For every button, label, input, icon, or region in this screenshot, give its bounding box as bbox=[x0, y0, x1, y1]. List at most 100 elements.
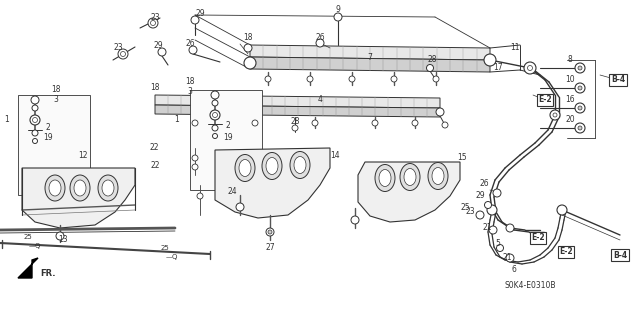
Circle shape bbox=[265, 76, 271, 82]
Text: 3: 3 bbox=[54, 94, 58, 103]
Ellipse shape bbox=[102, 180, 114, 196]
Circle shape bbox=[436, 108, 444, 116]
Text: 15: 15 bbox=[457, 153, 467, 162]
Polygon shape bbox=[358, 162, 460, 222]
Text: 22: 22 bbox=[149, 143, 159, 152]
Circle shape bbox=[550, 110, 560, 120]
Circle shape bbox=[212, 113, 218, 117]
Circle shape bbox=[575, 63, 585, 73]
Text: 12: 12 bbox=[78, 151, 88, 160]
Text: —Q: —Q bbox=[166, 254, 178, 260]
Ellipse shape bbox=[404, 168, 416, 186]
Text: 29: 29 bbox=[153, 41, 163, 50]
Circle shape bbox=[312, 120, 318, 126]
Circle shape bbox=[493, 189, 501, 197]
Text: FR.: FR. bbox=[40, 270, 56, 278]
Text: 23: 23 bbox=[150, 13, 160, 23]
Circle shape bbox=[30, 115, 40, 125]
Text: 25: 25 bbox=[460, 204, 470, 212]
Circle shape bbox=[33, 138, 38, 144]
Circle shape bbox=[292, 125, 298, 131]
Text: E-2: E-2 bbox=[559, 248, 573, 256]
Ellipse shape bbox=[400, 164, 420, 190]
Circle shape bbox=[349, 76, 355, 82]
Polygon shape bbox=[250, 57, 490, 72]
Text: 29: 29 bbox=[475, 191, 485, 201]
Text: 8: 8 bbox=[568, 56, 572, 64]
Ellipse shape bbox=[70, 175, 90, 201]
Circle shape bbox=[484, 54, 496, 66]
Polygon shape bbox=[250, 45, 490, 60]
Circle shape bbox=[557, 205, 567, 215]
Ellipse shape bbox=[45, 175, 65, 201]
Polygon shape bbox=[18, 258, 38, 278]
Text: 28: 28 bbox=[291, 117, 300, 127]
Circle shape bbox=[31, 96, 39, 104]
Polygon shape bbox=[22, 168, 135, 228]
Circle shape bbox=[192, 120, 198, 126]
Circle shape bbox=[316, 39, 324, 47]
Text: 20: 20 bbox=[565, 115, 575, 124]
Circle shape bbox=[197, 193, 203, 199]
Text: 26: 26 bbox=[185, 40, 195, 48]
Text: 23: 23 bbox=[113, 42, 123, 51]
Ellipse shape bbox=[294, 157, 306, 174]
Circle shape bbox=[506, 224, 514, 232]
Text: 11: 11 bbox=[510, 43, 520, 53]
Circle shape bbox=[212, 133, 218, 138]
Ellipse shape bbox=[74, 180, 86, 196]
Ellipse shape bbox=[379, 169, 391, 187]
Text: 16: 16 bbox=[565, 95, 575, 105]
Text: 2: 2 bbox=[45, 122, 51, 131]
Text: 18: 18 bbox=[243, 33, 253, 42]
Circle shape bbox=[575, 83, 585, 93]
Circle shape bbox=[120, 51, 125, 56]
Circle shape bbox=[334, 13, 342, 21]
Ellipse shape bbox=[266, 158, 278, 174]
Circle shape bbox=[351, 216, 359, 224]
Circle shape bbox=[391, 76, 397, 82]
Ellipse shape bbox=[262, 152, 282, 180]
Circle shape bbox=[575, 103, 585, 113]
Text: 23: 23 bbox=[465, 207, 475, 217]
Circle shape bbox=[244, 57, 256, 69]
Ellipse shape bbox=[239, 160, 251, 176]
Circle shape bbox=[212, 125, 218, 131]
Circle shape bbox=[578, 86, 582, 90]
Circle shape bbox=[578, 106, 582, 110]
Text: 19: 19 bbox=[223, 132, 233, 142]
Circle shape bbox=[442, 122, 448, 128]
Circle shape bbox=[578, 66, 582, 70]
Text: —Q: —Q bbox=[29, 243, 41, 249]
Circle shape bbox=[484, 202, 492, 209]
Text: 2: 2 bbox=[226, 122, 230, 130]
Text: 18: 18 bbox=[51, 85, 61, 94]
Circle shape bbox=[192, 155, 198, 161]
Circle shape bbox=[268, 230, 272, 234]
Polygon shape bbox=[155, 95, 440, 108]
Ellipse shape bbox=[49, 180, 61, 196]
Text: B-4: B-4 bbox=[611, 76, 625, 85]
Text: 17: 17 bbox=[493, 63, 503, 72]
Text: 24: 24 bbox=[227, 188, 237, 197]
Text: 29: 29 bbox=[195, 9, 205, 18]
Circle shape bbox=[56, 232, 64, 240]
Circle shape bbox=[150, 20, 156, 26]
Circle shape bbox=[192, 164, 198, 170]
Circle shape bbox=[189, 46, 197, 54]
Text: 4: 4 bbox=[317, 95, 323, 105]
Circle shape bbox=[433, 76, 439, 82]
Text: 7: 7 bbox=[367, 54, 372, 63]
Text: 9: 9 bbox=[335, 5, 340, 14]
Circle shape bbox=[476, 211, 484, 219]
Text: 3: 3 bbox=[188, 87, 193, 97]
Text: E-2: E-2 bbox=[538, 95, 552, 105]
Text: 14: 14 bbox=[330, 151, 340, 160]
Bar bbox=[190, 90, 262, 190]
Text: 25: 25 bbox=[24, 234, 33, 240]
Text: 22: 22 bbox=[150, 160, 160, 169]
Circle shape bbox=[32, 105, 38, 111]
Circle shape bbox=[244, 44, 252, 52]
Text: 21: 21 bbox=[483, 224, 492, 233]
Circle shape bbox=[527, 65, 532, 70]
